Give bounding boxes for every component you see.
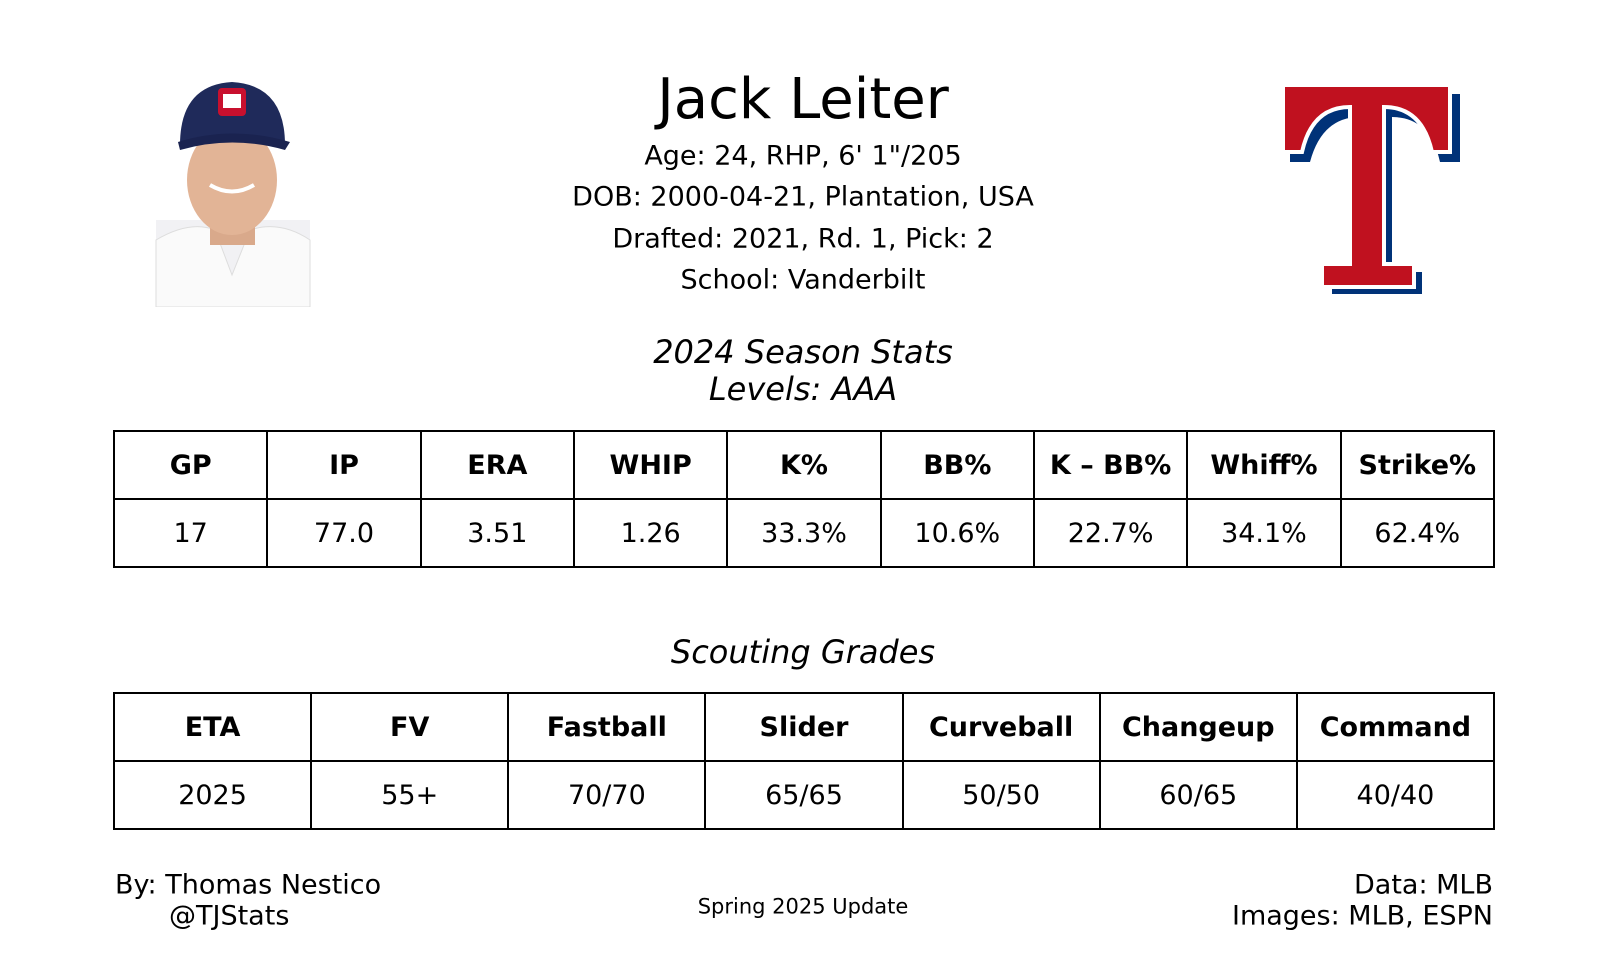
header-cell: IP — [266, 430, 422, 500]
grades-table: ETA FV Fastball Slider Curveball Changeup Comm… — [112, 692, 1496, 830]
handle: @TJStats — [169, 900, 290, 932]
bio-line: School: Vanderbilt — [680, 264, 926, 296]
data-source: Data: MLB — [1353, 869, 1493, 901]
header-cell: FV — [310, 692, 510, 762]
value-cell: 1.26 — [572, 498, 729, 568]
header-cell: GP — [112, 430, 269, 500]
value-cell: 22.7% — [1032, 498, 1189, 568]
author: By: Thomas Nestico — [115, 869, 382, 901]
header-cell: ERA — [419, 430, 575, 500]
update-note: Spring 2025 Update — [697, 894, 909, 919]
value-cell: 65/65 — [704, 760, 904, 830]
header-cell: Command — [1295, 692, 1496, 762]
header-cell: K – BB% — [1032, 430, 1189, 500]
value-cell: 50/50 — [901, 760, 1101, 830]
value-cell: 55+ — [310, 760, 510, 830]
header-cell: Curveball — [901, 692, 1101, 762]
value-cell: 60/65 — [1098, 760, 1298, 830]
value-cell: 3.51 — [419, 498, 575, 568]
image-source: Images: MLB, ESPN — [1231, 900, 1493, 932]
header-cell: ETA — [112, 692, 313, 762]
grades-title: Scouting Grades — [670, 633, 936, 671]
header-cell: Strike% — [1339, 430, 1496, 500]
value-cell: 2025 — [112, 760, 313, 830]
stats-title: 2024 Season Stats — [653, 333, 953, 371]
header-cell: BB% — [879, 430, 1035, 500]
value-cell: 17 — [112, 498, 269, 568]
value-cell: 62.4% — [1339, 498, 1496, 568]
value-row: 17 77.0 3.51 1.26 33.3% 10.6% 22.7% 34.1% 62.4% — [112, 498, 1496, 568]
value-cell: 77.0 — [266, 498, 422, 568]
value-cell: 34.1% — [1186, 498, 1342, 568]
value-cell: 40/40 — [1295, 760, 1496, 830]
stats-table: GP IP ERA WHIP K% BB% K – BB% Whiff% Strike% 17 77… — [112, 430, 1496, 568]
bio-line: Drafted: 2021, Rd. 1, Pick: 2 — [612, 223, 994, 255]
bio-line: Age: 24, RHP, 6' 1"/205 — [644, 140, 962, 172]
header-row: GP IP ERA WHIP K% BB% K – BB% Whiff% Strike% — [112, 430, 1496, 500]
header-row: ETA FV Fastball Slider Curveball Changeup Comm… — [112, 692, 1496, 762]
header-cell: Slider — [704, 692, 904, 762]
player-name: Jack Leiter — [657, 67, 949, 132]
value-row: 2025 55+ 70/70 65/65 50/50 60/65 40/40 — [112, 760, 1496, 830]
stats-levels: Levels: AAA — [708, 370, 898, 408]
team-logo — [1281, 83, 1460, 294]
player-photo — [155, 82, 311, 307]
bio-line: DOB: 2000-04-21, Plantation, USA — [572, 181, 1034, 213]
value-cell: 70/70 — [507, 760, 707, 830]
value-cell: 10.6% — [879, 498, 1035, 568]
header-cell: Fastball — [507, 692, 707, 762]
header-cell: K% — [726, 430, 882, 500]
header-cell: WHIP — [572, 430, 729, 500]
header-cell: Changeup — [1098, 692, 1298, 762]
header-cell: Whiff% — [1186, 430, 1342, 500]
value-cell: 33.3% — [726, 498, 882, 568]
